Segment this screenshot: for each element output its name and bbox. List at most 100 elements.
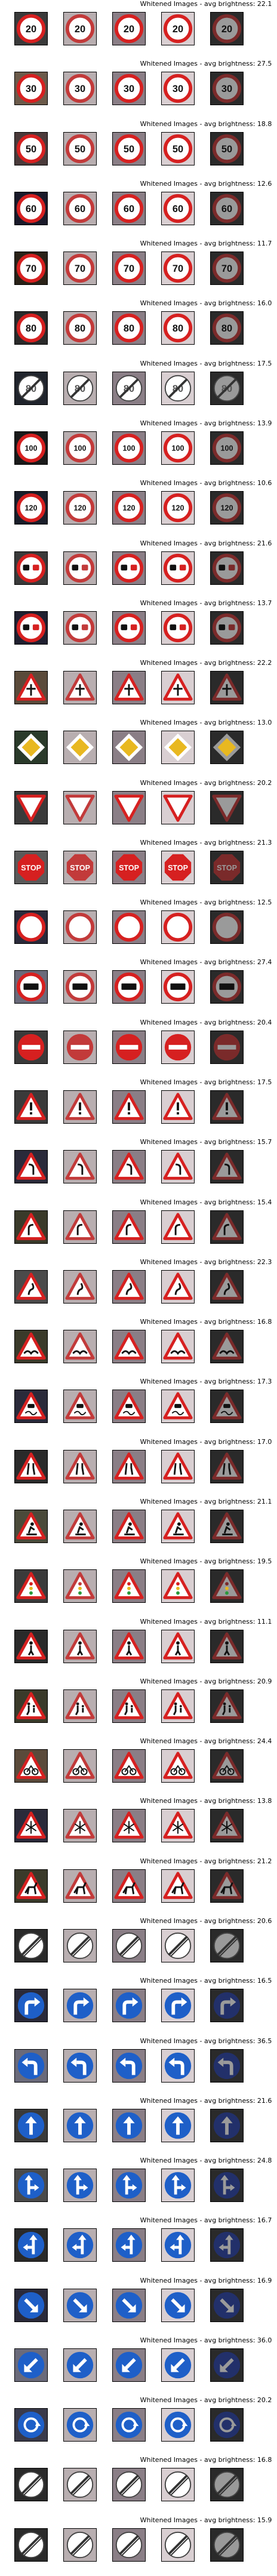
- wild-animals-icon: [64, 1870, 96, 1902]
- whitened-image: [112, 2109, 146, 2142]
- general-caution-icon: [113, 1091, 145, 1123]
- svg-text:STOP: STOP: [70, 864, 90, 872]
- svg-text:30: 30: [26, 84, 36, 94]
- whitened-image: [161, 1929, 195, 1962]
- whitened-image: [161, 671, 195, 704]
- keep-right-icon: [211, 2289, 243, 2322]
- slippery-road-icon: [211, 1390, 243, 1422]
- row-title: Whitened Images - avg brightness: 27.5: [140, 60, 272, 68]
- whitened-image: [63, 1450, 97, 1483]
- whitened-image: [161, 2408, 195, 2442]
- turn-left-icon: [211, 2050, 243, 2082]
- whitened-image: 120: [210, 491, 244, 525]
- end-all-limits-icon: [64, 1930, 96, 1962]
- original-image: [14, 1510, 48, 1543]
- right-of-way-icon: [15, 671, 47, 704]
- whitened-image: [161, 2289, 195, 2322]
- whitened-image: [210, 970, 244, 1004]
- whitened-image: [112, 2049, 146, 2083]
- row-title: Whitened Images - avg brightness: 21.2: [140, 1857, 272, 1865]
- whitened-image: [161, 2049, 195, 2083]
- speed-20-icon: 20: [113, 13, 145, 45]
- whitened-image: [161, 1390, 195, 1423]
- image-row: Whitened Images - avg brightness: 12.5: [0, 898, 277, 958]
- original-image: STOP: [14, 851, 48, 884]
- whitened-image: [210, 1270, 244, 1304]
- roundabout-icon: [64, 2409, 96, 2441]
- whitened-image: 100: [161, 431, 195, 465]
- row-title: Whitened Images - avg brightness: 19.5: [140, 1557, 272, 1565]
- image-row: Whitened Images - avg brightness: 16.8: [0, 2456, 277, 2516]
- end-no-passing-icon: [211, 2468, 243, 2501]
- image-row: Whitened Images - avg brightness: 21.2: [0, 1857, 277, 1917]
- image-row: Whitened Images - avg brightness: 13.7: [0, 599, 277, 659]
- row-title: Whitened Images - avg brightness: 11.1: [140, 1618, 272, 1626]
- speed-120-icon: 120: [15, 492, 47, 524]
- original-image: 80: [14, 372, 48, 405]
- keep-right-icon: [15, 2289, 47, 2322]
- straight-or-left-icon: [211, 2229, 243, 2261]
- original-image: [14, 1090, 48, 1124]
- general-caution-icon: [64, 1091, 96, 1123]
- whitened-image: 20: [63, 12, 97, 45]
- whitened-image: [210, 2228, 244, 2262]
- slippery-road-icon: [64, 1390, 96, 1422]
- wild-animals-icon: [15, 1870, 47, 1902]
- whitened-image: [63, 1031, 97, 1064]
- whitened-image: 20: [161, 12, 195, 45]
- whitened-image: [161, 2169, 195, 2202]
- trafficals-sign-icon: [211, 1570, 243, 1602]
- whitened-image: [63, 1989, 97, 2022]
- original-image: [14, 1270, 48, 1304]
- curve-right-icon: [15, 1211, 47, 1243]
- no-passing-icon: [15, 552, 47, 584]
- whitened-image: [161, 1270, 195, 1304]
- priority-road-icon: [162, 731, 194, 763]
- no-entry-icon: [113, 1031, 145, 1063]
- whitened-image: [112, 1031, 146, 1064]
- straight-or-right-icon: [64, 2169, 96, 2201]
- whitened-image: [161, 1150, 195, 1183]
- speed-20-icon: 20: [211, 13, 243, 45]
- image-row: Whitened Images - avg brightness: 13.0: [0, 719, 277, 778]
- right-of-way-icon: [211, 671, 243, 704]
- whitened-image: [112, 1569, 146, 1603]
- end-no-passing-trucks-icon: [15, 2529, 47, 2561]
- row-title: Whitened Images - avg brightness: 27.4: [140, 958, 272, 966]
- whitened-image: [210, 1989, 244, 2022]
- whitened-image: [210, 1689, 244, 1723]
- straight-or-right-icon: [162, 2169, 194, 2201]
- bumpy-road-icon: [64, 1330, 96, 1363]
- road-narrows-icon: [113, 1450, 145, 1483]
- yield-icon: [211, 792, 243, 824]
- no-trucks-icon: [15, 971, 47, 1003]
- whitened-image: 60: [63, 192, 97, 225]
- image-row: Whitened Images - avg brightness: 20.2: [0, 2396, 277, 2456]
- trafficals-sign-icon: [113, 1570, 145, 1602]
- svg-text:60: 60: [124, 204, 134, 214]
- svg-text:20: 20: [26, 24, 36, 35]
- keep-right-icon: [64, 2289, 96, 2322]
- row-title: Whitened Images - avg brightness: 11.7: [140, 240, 272, 247]
- turn-right-icon: [162, 1989, 194, 2022]
- straight-or-left-icon: [162, 2229, 194, 2261]
- row-title: Whitened Images - avg brightness: 15.7: [140, 1138, 272, 1146]
- row-title: Whitened Images - avg brightness: 17.0: [140, 1438, 272, 1446]
- whitened-image: [112, 1989, 146, 2022]
- row-title: Whitened Images - avg brightness: 18.8: [140, 120, 272, 128]
- image-row: Whitened Images - avg brightness: 36.0: [0, 2336, 277, 2396]
- curve-right-icon: [64, 1211, 96, 1243]
- whitened-image: [210, 1630, 244, 1663]
- end-no-passing-icon: [113, 2468, 145, 2501]
- whitened-image: [210, 1150, 244, 1183]
- whitened-image: STOP: [210, 851, 244, 884]
- svg-text:30: 30: [124, 84, 134, 94]
- speed-120-icon: 120: [113, 492, 145, 524]
- svg-text:80: 80: [75, 323, 85, 334]
- whitened-image: 80: [161, 311, 195, 345]
- whitened-image: [210, 2528, 244, 2562]
- right-of-way-icon: [162, 671, 194, 704]
- whitened-image: STOP: [161, 851, 195, 884]
- whitened-image: 80: [210, 311, 244, 345]
- whitened-image: [112, 1390, 146, 1423]
